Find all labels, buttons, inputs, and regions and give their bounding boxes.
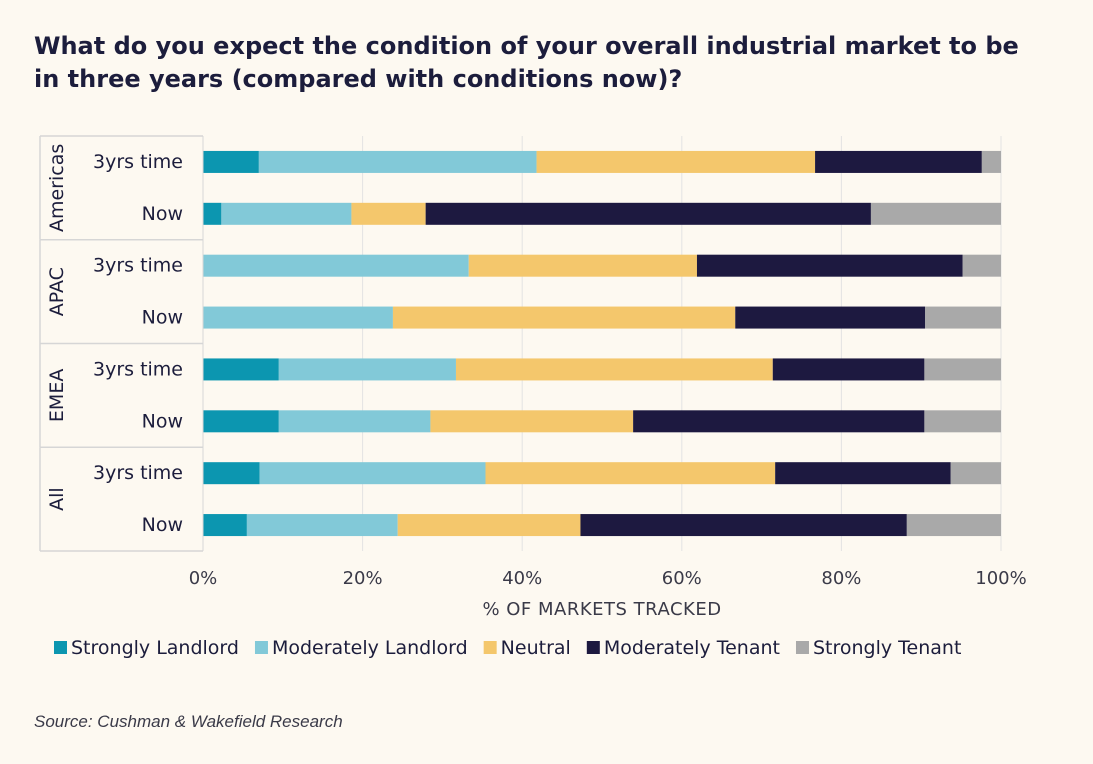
bar-segment — [536, 150, 816, 173]
bars-layer — [203, 150, 1001, 537]
row-label: 3yrs time — [93, 358, 183, 380]
row-label: Now — [142, 203, 183, 225]
bar-segment — [924, 358, 1001, 381]
legend-label: Moderately Landlord — [272, 637, 468, 659]
bar-segment — [772, 358, 925, 381]
bar-segment — [815, 150, 982, 173]
bar-segment — [203, 202, 222, 225]
legend-item: Strongly Landlord — [54, 637, 239, 659]
bar-segment — [485, 462, 776, 485]
legend-label: Strongly Landlord — [71, 637, 239, 659]
legend-item: Strongly Tenant — [795, 637, 961, 659]
bar-segment — [425, 202, 871, 225]
row-label: 3yrs time — [93, 151, 183, 173]
bar-segment — [925, 306, 1001, 329]
bar-segment — [246, 514, 398, 537]
bar-segment — [924, 410, 1001, 433]
source-note: Source: Cushman & Wakefield Research — [34, 712, 343, 731]
group-label: APAC — [46, 267, 68, 316]
bar-segment — [397, 514, 581, 537]
legend-item: Moderately Landlord — [254, 637, 468, 659]
x-tick-label: 80% — [821, 568, 861, 589]
bar-segment — [351, 202, 426, 225]
group-label: Americas — [46, 144, 68, 232]
bar-segment — [962, 254, 1001, 277]
x-tick-label: 20% — [343, 568, 383, 589]
labels-layer: 0% 20% 40% 60% 80% 100% Americas 3yrs time Now AP… — [46, 144, 1027, 620]
group-label: All — [46, 487, 68, 511]
legend-item: Neutral — [483, 637, 571, 659]
bar-segment — [580, 514, 907, 537]
bar-segment — [203, 150, 259, 173]
bar-segment — [455, 358, 773, 381]
bar-segment — [906, 514, 1001, 537]
legend-label: Strongly Tenant — [813, 637, 961, 659]
legend-label: Neutral — [501, 637, 571, 659]
legend-swatch — [483, 641, 497, 654]
bar-segment — [259, 462, 486, 485]
legend-swatch — [54, 641, 67, 654]
bar-segment — [203, 254, 469, 277]
bar-segment — [870, 202, 1001, 225]
chart-title: What do you expect the condition of your… — [34, 32, 1019, 93]
bar-segment — [278, 358, 456, 381]
row-label: 3yrs time — [93, 462, 183, 484]
legend-item: Moderately Tenant — [586, 637, 780, 659]
bar-segment — [775, 462, 951, 485]
legend-swatch — [254, 641, 268, 654]
bar-segment — [203, 410, 279, 433]
x-tick-label: 100% — [975, 568, 1026, 589]
bar-segment — [221, 202, 352, 225]
bar-segment — [203, 306, 393, 329]
group-label: EMEA — [46, 369, 68, 422]
bar-segment — [203, 514, 247, 537]
bar-segment — [203, 358, 279, 381]
bar-segment — [430, 410, 634, 433]
legend-layer: Strongly Landlord Moderately Landlord Neut… — [54, 637, 961, 659]
bar-segment — [696, 254, 963, 277]
bar-segment — [203, 462, 260, 485]
x-tick-label: 60% — [662, 568, 702, 589]
row-label: Now — [142, 307, 183, 329]
legend-swatch — [795, 641, 809, 654]
bar-segment — [392, 306, 736, 329]
bar-segment — [950, 462, 1001, 485]
bar-segment — [633, 410, 925, 433]
x-axis-title: % OF MARKETS TRACKED — [482, 599, 721, 620]
row-label: Now — [142, 410, 183, 432]
grid-layer — [202, 136, 1002, 551]
legend-label: Moderately Tenant — [604, 637, 780, 659]
bar-segment — [981, 150, 1001, 173]
x-tick-label: 40% — [502, 568, 542, 589]
bar-segment — [278, 410, 431, 433]
x-tick-label: 0% — [189, 568, 218, 589]
bar-segment — [258, 150, 537, 173]
row-label: Now — [142, 514, 183, 536]
bar-segment — [468, 254, 697, 277]
stacked-bar-chart: 0% 20% 40% 60% 80% 100% Americas 3yrs time Now AP… — [39, 135, 1027, 659]
legend-swatch — [586, 641, 600, 654]
frame-layer — [39, 135, 204, 552]
bar-segment — [735, 306, 926, 329]
row-label: 3yrs time — [93, 255, 183, 277]
